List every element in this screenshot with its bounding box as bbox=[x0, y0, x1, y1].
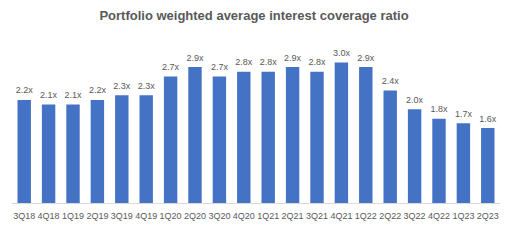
svg-text:3Q22: 3Q22 bbox=[404, 211, 426, 221]
svg-text:2.9x: 2.9x bbox=[186, 53, 204, 63]
svg-text:3Q19: 3Q19 bbox=[111, 211, 133, 221]
svg-text:1Q22: 1Q22 bbox=[355, 211, 377, 221]
svg-text:3Q18: 3Q18 bbox=[13, 211, 35, 221]
svg-text:2Q23: 2Q23 bbox=[477, 211, 499, 221]
svg-text:2Q20: 2Q20 bbox=[184, 211, 206, 221]
svg-text:4Q19: 4Q19 bbox=[135, 211, 157, 221]
svg-text:2.8x: 2.8x bbox=[308, 57, 326, 67]
svg-text:2.9x: 2.9x bbox=[284, 53, 302, 63]
svg-text:3Q20: 3Q20 bbox=[208, 211, 230, 221]
svg-text:1Q23: 1Q23 bbox=[452, 211, 474, 221]
svg-text:2.8x: 2.8x bbox=[260, 57, 278, 67]
svg-text:2.1x: 2.1x bbox=[64, 90, 82, 100]
svg-text:2.8x: 2.8x bbox=[235, 57, 253, 67]
svg-text:2.1x: 2.1x bbox=[40, 90, 58, 100]
svg-text:1Q20: 1Q20 bbox=[160, 211, 182, 221]
svg-text:2.7x: 2.7x bbox=[211, 62, 229, 72]
svg-text:2.3x: 2.3x bbox=[138, 81, 156, 91]
svg-text:4Q22: 4Q22 bbox=[428, 211, 450, 221]
svg-text:1.6x: 1.6x bbox=[479, 114, 497, 124]
svg-text:2.2x: 2.2x bbox=[89, 85, 107, 95]
svg-text:3.0x: 3.0x bbox=[333, 48, 351, 58]
svg-text:2Q19: 2Q19 bbox=[86, 211, 108, 221]
svg-text:4Q21: 4Q21 bbox=[330, 211, 352, 221]
svg-text:1.7x: 1.7x bbox=[455, 109, 473, 119]
svg-text:2Q22: 2Q22 bbox=[379, 211, 401, 221]
svg-text:1Q19: 1Q19 bbox=[62, 211, 84, 221]
svg-text:4Q20: 4Q20 bbox=[233, 211, 255, 221]
svg-text:4Q18: 4Q18 bbox=[38, 211, 60, 221]
svg-text:2Q21: 2Q21 bbox=[282, 211, 304, 221]
svg-text:Portfolio weighted average int: Portfolio weighted average interest cove… bbox=[99, 8, 408, 23]
svg-text:1.8x: 1.8x bbox=[430, 104, 448, 114]
svg-text:3Q21: 3Q21 bbox=[306, 211, 328, 221]
svg-text:2.9x: 2.9x bbox=[357, 53, 375, 63]
svg-text:2.7x: 2.7x bbox=[162, 62, 180, 72]
svg-text:2.3x: 2.3x bbox=[113, 81, 131, 91]
svg-text:2.0x: 2.0x bbox=[406, 95, 424, 105]
svg-text:2.2x: 2.2x bbox=[16, 85, 34, 95]
svg-text:2.4x: 2.4x bbox=[382, 76, 400, 86]
svg-text:1Q21: 1Q21 bbox=[257, 211, 279, 221]
